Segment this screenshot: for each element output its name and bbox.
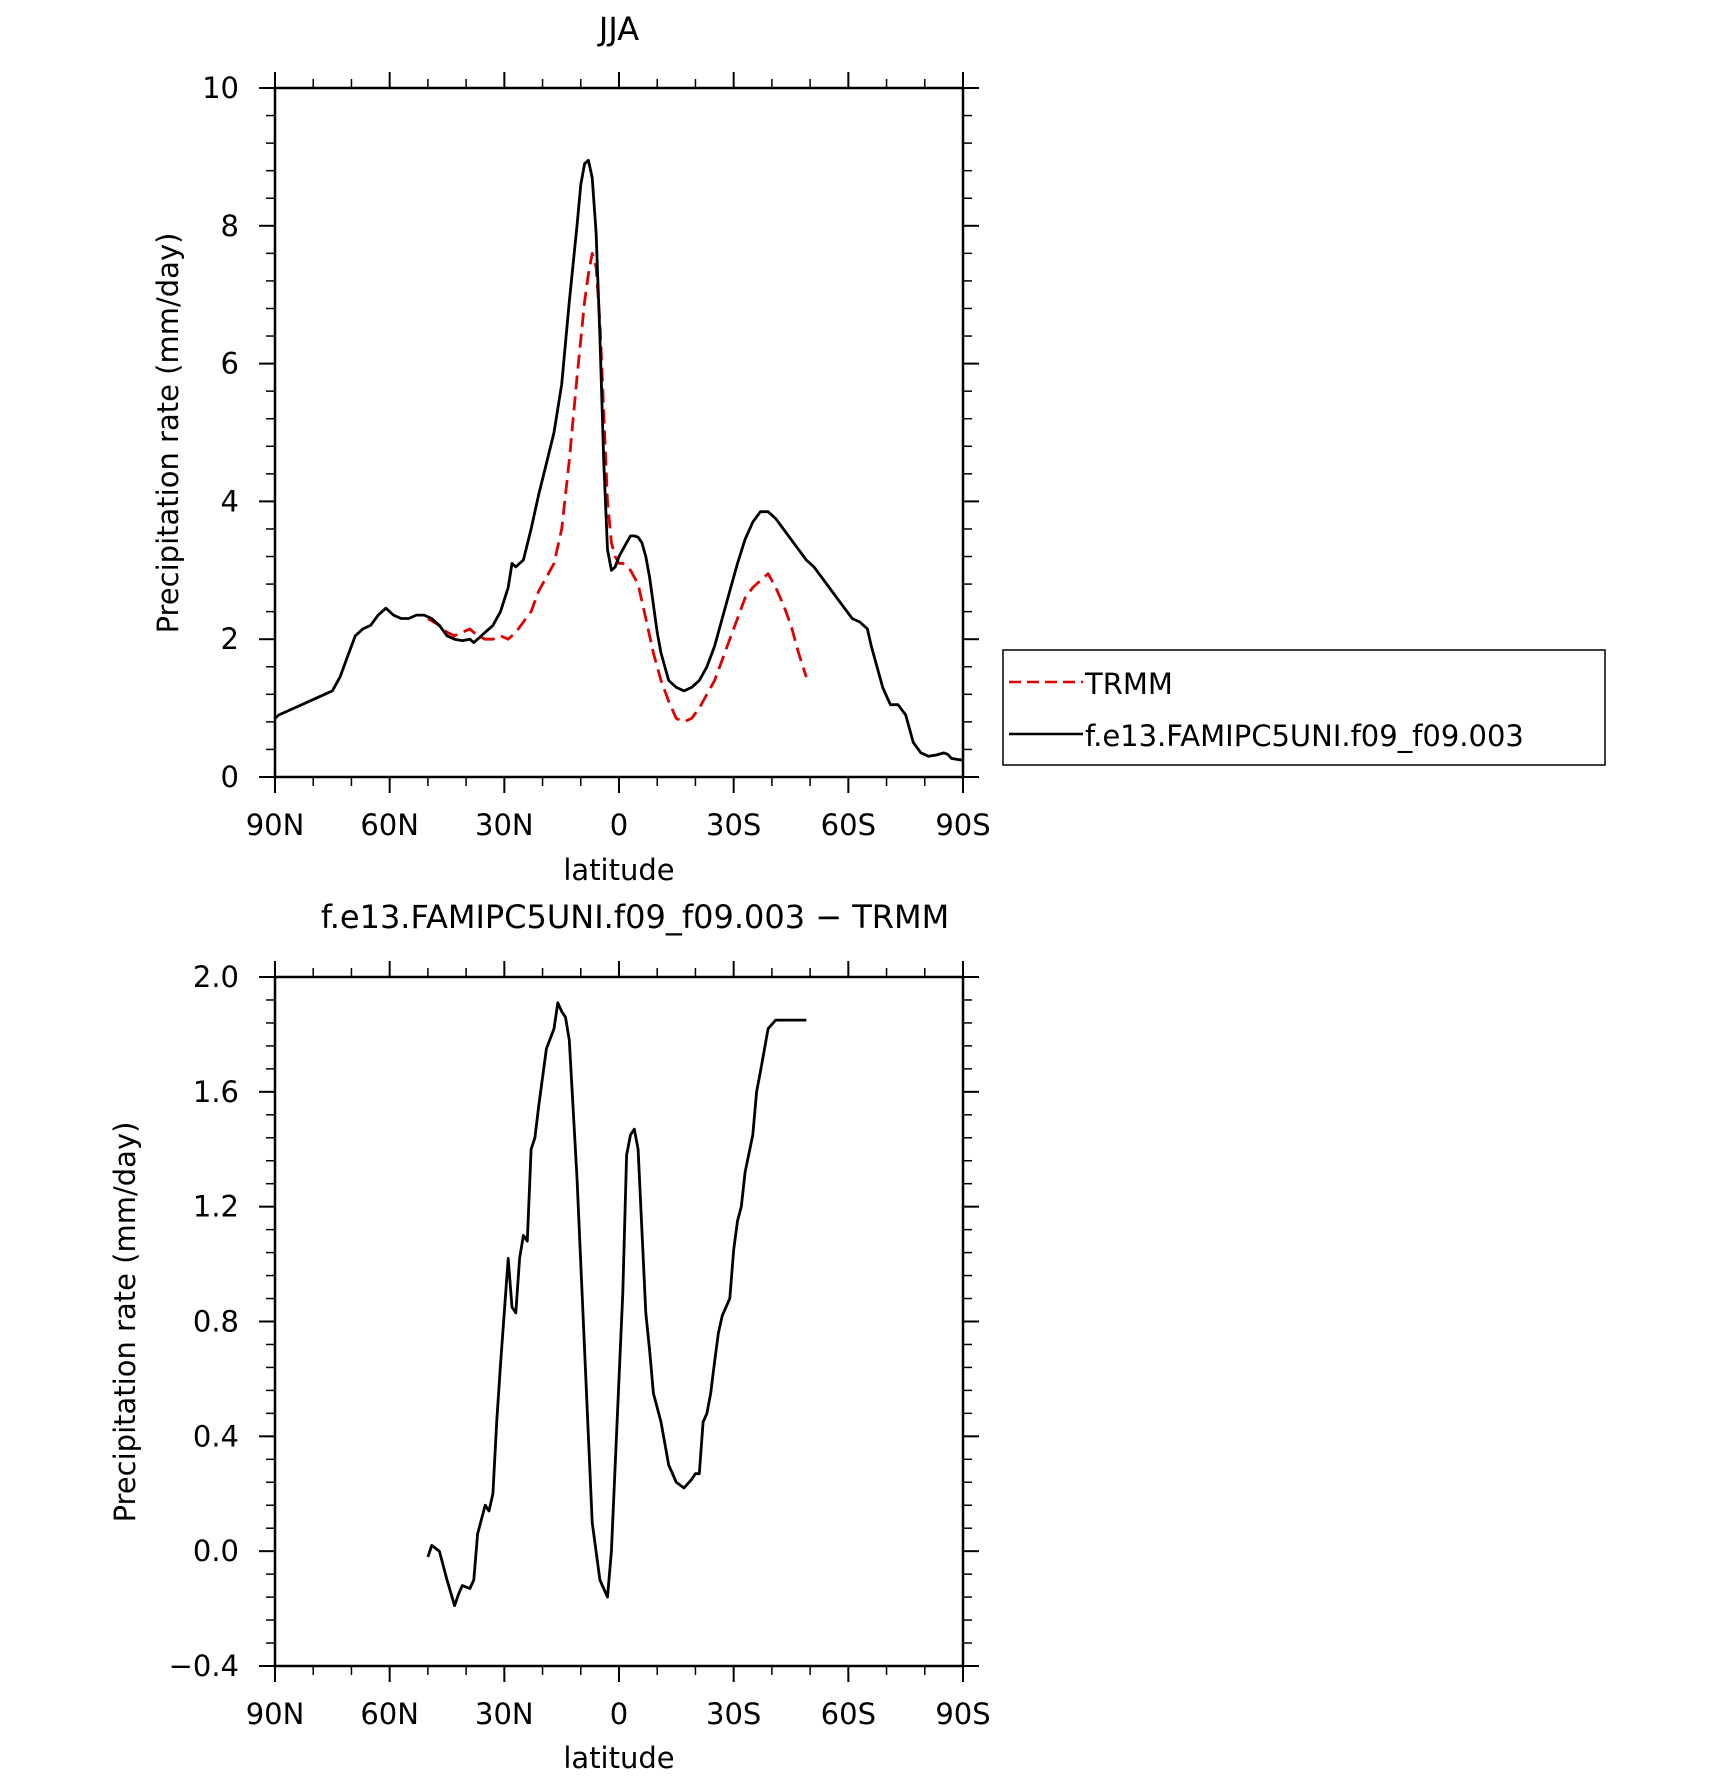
series-line-model bbox=[426, 1001, 807, 1608]
chart-bottom-frame bbox=[273, 975, 965, 1668]
x-tick-label: 30S bbox=[706, 1697, 761, 1731]
y-tick-label: 8 bbox=[221, 209, 239, 243]
legend-box bbox=[1002, 649, 1606, 766]
x-tick-label: 30N bbox=[475, 1697, 534, 1731]
x-tick-label: 0 bbox=[610, 1697, 628, 1731]
x-tick-label: 60S bbox=[821, 808, 876, 842]
legend: TRMM f.e13.FAMIPC5UNI.f09_f09.003 bbox=[1002, 649, 1606, 766]
series-line-trmm bbox=[427, 251, 808, 724]
chart-top-frame bbox=[273, 86, 965, 779]
x-tick-label: 90S bbox=[935, 808, 990, 842]
y-tick-label: 0 bbox=[221, 760, 239, 794]
chart-bottom: f.e13.FAMIPC5UNI.f09_f09.003 − TRMM 90N 6… bbox=[108, 898, 991, 1775]
y-tick-label: 4 bbox=[221, 484, 239, 518]
chart-bottom-ylabel: Precipitation rate (mm/day) bbox=[108, 1122, 142, 1523]
legend-label-trmm: TRMM bbox=[1084, 667, 1173, 701]
x-tick-label: 90S bbox=[935, 1697, 990, 1731]
x-tick-label: 0 bbox=[610, 808, 628, 842]
y-tick-label: 0.8 bbox=[193, 1305, 239, 1339]
y-tick-label: 0.0 bbox=[193, 1534, 239, 1568]
x-tick-label: 60N bbox=[360, 1697, 419, 1731]
y-tick-label: 1.6 bbox=[193, 1075, 239, 1109]
y-tick-label: −0.4 bbox=[169, 1649, 239, 1683]
legend-label-model: f.e13.FAMIPC5UNI.f09_f09.003 bbox=[1085, 719, 1524, 753]
x-tick-label: 90N bbox=[246, 808, 305, 842]
chart-top-xlabel: latitude bbox=[563, 853, 674, 887]
y-tick-label: 0.4 bbox=[193, 1419, 239, 1453]
chart-bottom-title: f.e13.FAMIPC5UNI.f09_f09.003 − TRMM bbox=[321, 898, 949, 936]
chart-top-lines bbox=[274, 158, 963, 762]
y-tick-label: 1.2 bbox=[193, 1190, 239, 1224]
chart-top-title: JJA bbox=[597, 10, 639, 48]
chart-bottom-ticks: 90N 60N 30N 0 30S 60S 90S −0.4 0.0 0.4 0.8 1.2 1.6 2.… bbox=[169, 960, 991, 1731]
x-tick-label: 90N bbox=[246, 1697, 305, 1731]
y-tick-label: 10 bbox=[202, 71, 239, 105]
chart-top-ticks: 90N 60N 30N 0 30S 60S 90S 0 2 4 6 8 10 bbox=[202, 71, 991, 842]
x-tick-label: 60S bbox=[821, 1697, 876, 1731]
x-tick-label: 60N bbox=[360, 808, 419, 842]
x-tick-label: 30N bbox=[475, 808, 534, 842]
y-tick-label: 2.0 bbox=[193, 960, 239, 994]
chart-bottom-xlabel: latitude bbox=[563, 1741, 674, 1775]
chart-bottom-lines bbox=[426, 1001, 807, 1608]
x-tick-label: 30S bbox=[706, 808, 761, 842]
y-tick-label: 6 bbox=[221, 347, 239, 381]
chart-top-ylabel: Precipitation rate (mm/day) bbox=[151, 233, 185, 634]
series-line-model bbox=[274, 158, 963, 762]
y-tick-label: 2 bbox=[221, 622, 239, 656]
